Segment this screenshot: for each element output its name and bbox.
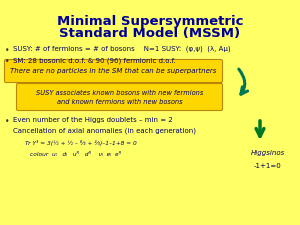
Text: •: •: [5, 57, 10, 66]
Text: Standard Model (MSSM): Standard Model (MSSM): [59, 27, 241, 40]
Text: SUSY: # of fermions = # of bosons    N=1 SUSY:  (φ,ψ)  (λ, Aμ): SUSY: # of fermions = # of bosons N=1 SU…: [13, 46, 231, 52]
Text: -1+1=0: -1+1=0: [254, 163, 282, 169]
Text: Higgsinos: Higgsinos: [251, 150, 285, 156]
Text: colour  uₗ   dₗ   uᴿ   dᴿ    νₗ  eₗ  eᴿ: colour uₗ dₗ uᴿ dᴿ νₗ eₗ eᴿ: [30, 152, 121, 157]
Text: and known fermions with new bosons: and known fermions with new bosons: [57, 99, 182, 105]
Text: There are no particles in the SM that can be superpartners: There are no particles in the SM that ca…: [10, 68, 217, 74]
Text: Tr Y³ = 3(½ + ½ – ⁸⁄₃ + ²⁄₃)–1–1+8 = 0: Tr Y³ = 3(½ + ½ – ⁸⁄₃ + ²⁄₃)–1–1+8 = 0: [25, 140, 137, 146]
FancyBboxPatch shape: [4, 59, 223, 83]
Text: SUSY associates known bosons with new fermions: SUSY associates known bosons with new fe…: [36, 90, 203, 96]
Text: SM: 28 bosonic d.o.f. & 90 (96) fermionic d.o.f.: SM: 28 bosonic d.o.f. & 90 (96) fermioni…: [13, 57, 176, 63]
Text: Minimal Supersymmetric: Minimal Supersymmetric: [57, 15, 243, 28]
Text: Cancellation of axial anomalies (in each generation): Cancellation of axial anomalies (in each…: [13, 128, 196, 135]
Text: •: •: [5, 117, 10, 126]
Text: Even number of the Higgs doublets – min = 2: Even number of the Higgs doublets – min …: [13, 117, 173, 123]
FancyBboxPatch shape: [16, 83, 223, 110]
Text: •: •: [5, 46, 10, 55]
